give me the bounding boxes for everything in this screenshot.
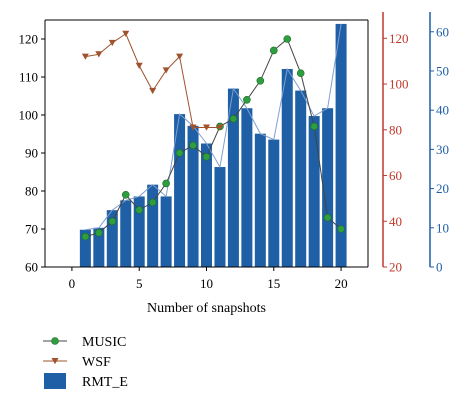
bar-RMT_E-20 bbox=[335, 23, 347, 267]
left-y-tick-label-110: 110 bbox=[19, 70, 38, 85]
right-outer-y-tick-label-0: 0 bbox=[436, 260, 443, 275]
point-MUSIC-6 bbox=[148, 198, 157, 207]
point-MUSIC-19 bbox=[323, 213, 332, 222]
point-MUSIC-9 bbox=[189, 141, 197, 150]
bar-RMT_E-11 bbox=[214, 167, 226, 267]
bar-RMT_E-9 bbox=[187, 125, 199, 267]
bar-RMT_E-13 bbox=[241, 108, 253, 267]
right-inner-y-tick-label-20: 20 bbox=[389, 260, 402, 275]
legend-marker-WSF bbox=[51, 358, 59, 365]
point-MUSIC-16 bbox=[283, 35, 292, 43]
bar-RMT_E-18 bbox=[308, 116, 320, 267]
point-WSF-11 bbox=[216, 124, 224, 131]
point-MUSIC-10 bbox=[202, 153, 211, 161]
right-inner-y-tick-label-100: 100 bbox=[389, 77, 409, 92]
point-MUSIC-7 bbox=[162, 179, 170, 188]
point-WSF-10 bbox=[203, 124, 210, 131]
bar-RMT_E-5 bbox=[133, 196, 145, 267]
point-MUSIC-15 bbox=[269, 46, 278, 55]
right-inner-y-tick-label-80: 80 bbox=[389, 122, 402, 137]
point-WSF-7 bbox=[162, 67, 170, 74]
right-outer-y-tick-label-10: 10 bbox=[436, 220, 449, 235]
x-tick-label-15: 15 bbox=[267, 276, 280, 291]
legend-marker-MUSIC bbox=[51, 337, 59, 345]
left-y-tick-label-100: 100 bbox=[19, 108, 39, 123]
bar-RMT_E-6 bbox=[147, 184, 159, 267]
point-MUSIC-2 bbox=[95, 229, 103, 237]
bar-RMT_E-15 bbox=[268, 139, 280, 267]
x-tick-label-5: 5 bbox=[136, 276, 143, 291]
left-y-tick-label-80: 80 bbox=[25, 184, 38, 199]
point-WSF-4 bbox=[122, 30, 130, 37]
bar-RMT_E-3 bbox=[106, 210, 118, 267]
point-MUSIC-13 bbox=[243, 96, 251, 104]
right-inner-y-tick-label-40: 40 bbox=[389, 214, 402, 229]
legend-label-RMT_E: RMT_E bbox=[82, 375, 128, 390]
bar-RMT_E-16 bbox=[281, 69, 293, 267]
point-WSF-1 bbox=[81, 53, 89, 60]
point-MUSIC-8 bbox=[175, 149, 184, 157]
bar-RMT_E-12 bbox=[227, 88, 239, 267]
right-inner-y-tick-label-60: 60 bbox=[389, 168, 402, 183]
point-MUSIC-18 bbox=[310, 122, 318, 131]
point-WSF-5 bbox=[135, 62, 143, 69]
point-WSF-8 bbox=[176, 53, 184, 60]
point-MUSIC-17 bbox=[296, 69, 305, 77]
point-MUSIC-3 bbox=[108, 217, 117, 226]
right-outer-y-tick-label-60: 60 bbox=[436, 24, 449, 39]
series-line-RMT_E bbox=[85, 23, 342, 231]
series-line-WSF bbox=[85, 32, 220, 128]
point-MUSIC-12 bbox=[229, 115, 238, 123]
left-y-tick-label-120: 120 bbox=[19, 32, 39, 47]
left-y-tick-label-90: 90 bbox=[25, 146, 38, 161]
x-tick-label-10: 10 bbox=[200, 276, 213, 291]
point-WSF-3 bbox=[108, 39, 116, 47]
point-MUSIC-5 bbox=[135, 206, 144, 214]
point-MUSIC-4 bbox=[121, 191, 130, 199]
bar-RMT_E-4 bbox=[120, 200, 132, 267]
x-axis-title: Number of snapshots bbox=[147, 301, 266, 316]
point-MUSIC-14 bbox=[256, 77, 265, 85]
legend-label-WSF: WSF bbox=[82, 355, 111, 370]
point-MUSIC-1 bbox=[81, 232, 90, 241]
bar-RMT_E-1 bbox=[79, 229, 91, 267]
point-WSF-9 bbox=[189, 124, 197, 131]
bar-RMT_E-7 bbox=[160, 196, 172, 267]
left-y-tick-label-60: 60 bbox=[25, 260, 38, 275]
bar-RMT_E-8 bbox=[174, 114, 186, 267]
right-outer-y-tick-label-20: 20 bbox=[436, 181, 449, 196]
bar-RMT_E-10 bbox=[201, 143, 212, 267]
legend-swatch-RMT_E bbox=[44, 373, 66, 389]
right-outer-y-tick-label-40: 40 bbox=[436, 103, 449, 118]
bar-RMT_E-14 bbox=[254, 133, 266, 267]
bar-RMT_E-2 bbox=[93, 227, 105, 267]
right-inner-y-tick-label-120: 120 bbox=[389, 31, 409, 46]
x-tick-label-0: 0 bbox=[69, 276, 76, 291]
bar-RMT_E-19 bbox=[322, 108, 334, 267]
bar-RMT_E-17 bbox=[295, 90, 307, 267]
right-outer-y-tick-label-50: 50 bbox=[436, 63, 449, 78]
point-WSF-2 bbox=[95, 51, 103, 58]
x-tick-label-20: 20 bbox=[335, 276, 348, 291]
point-WSF-6 bbox=[149, 87, 157, 95]
legend-label-MUSIC: MUSIC bbox=[82, 335, 126, 350]
point-MUSIC-20 bbox=[337, 225, 345, 233]
left-y-tick-label-70: 70 bbox=[25, 222, 38, 237]
right-outer-y-tick-label-30: 30 bbox=[436, 142, 449, 157]
